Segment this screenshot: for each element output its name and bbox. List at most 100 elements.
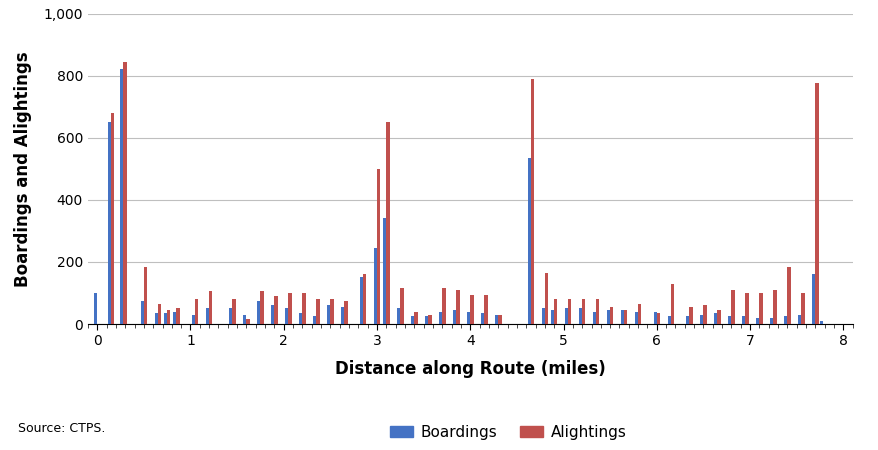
Bar <box>191 315 195 324</box>
Bar <box>484 294 487 324</box>
Bar <box>94 293 97 324</box>
Bar <box>811 274 815 324</box>
Bar <box>397 309 399 324</box>
Bar <box>797 315 801 324</box>
Bar <box>637 304 641 324</box>
Bar <box>688 307 692 324</box>
Bar <box>623 310 627 324</box>
Bar <box>386 122 389 324</box>
Bar <box>383 218 386 324</box>
Bar <box>787 266 789 324</box>
Bar <box>769 318 773 324</box>
Bar <box>730 290 734 324</box>
Bar <box>176 309 180 324</box>
Bar <box>209 292 212 324</box>
Bar <box>123 62 126 324</box>
Bar <box>759 293 762 324</box>
Bar <box>544 273 548 324</box>
Bar <box>620 310 623 324</box>
Bar <box>316 299 320 324</box>
Bar <box>456 290 459 324</box>
Bar <box>373 248 377 324</box>
Bar <box>229 309 232 324</box>
Bar <box>173 311 176 324</box>
Bar <box>565 309 567 324</box>
Bar <box>595 299 599 324</box>
Bar <box>341 307 344 324</box>
Bar <box>257 301 260 324</box>
Bar <box>713 313 716 324</box>
Bar <box>344 301 347 324</box>
Bar <box>815 83 817 324</box>
Bar <box>634 311 637 324</box>
Bar <box>686 316 688 324</box>
Bar <box>609 307 613 324</box>
Bar <box>205 309 209 324</box>
Bar <box>108 122 112 324</box>
X-axis label: Distance along Route (miles): Distance along Route (miles) <box>335 360 605 378</box>
Bar <box>377 169 380 324</box>
Bar <box>593 311 595 324</box>
Legend: Boardings, Alightings: Boardings, Alightings <box>384 418 632 446</box>
Bar <box>438 311 442 324</box>
Bar <box>425 316 428 324</box>
Bar <box>498 315 501 324</box>
Text: Source: CTPS.: Source: CTPS. <box>18 422 104 435</box>
Bar <box>530 79 534 324</box>
Bar <box>656 313 659 324</box>
Bar <box>579 309 581 324</box>
Bar <box>442 288 445 324</box>
Bar <box>567 299 571 324</box>
Bar <box>818 321 822 324</box>
Bar <box>741 316 745 324</box>
Bar <box>700 315 702 324</box>
Bar <box>480 313 484 324</box>
Bar <box>313 316 316 324</box>
Bar <box>755 318 759 324</box>
Bar <box>167 310 170 324</box>
Bar <box>243 315 246 324</box>
Bar <box>581 299 585 324</box>
Bar <box>801 293 803 324</box>
Bar <box>284 309 288 324</box>
Bar <box>163 313 167 324</box>
Bar <box>527 158 530 324</box>
Bar <box>288 293 291 324</box>
Bar <box>716 310 720 324</box>
Bar <box>783 316 787 324</box>
Bar <box>120 69 123 324</box>
Bar <box>553 299 557 324</box>
Bar <box>158 304 161 324</box>
Bar <box>140 301 144 324</box>
Bar <box>466 311 470 324</box>
Bar <box>232 299 235 324</box>
Bar <box>144 266 147 324</box>
Bar <box>330 299 334 324</box>
Y-axis label: Boardings and Alightings: Boardings and Alightings <box>14 51 32 287</box>
Bar <box>745 293 748 324</box>
Bar <box>299 313 302 324</box>
Bar <box>270 306 274 324</box>
Bar <box>470 294 473 324</box>
Bar <box>155 313 158 324</box>
Bar <box>494 315 498 324</box>
Bar <box>274 296 277 324</box>
Bar <box>670 284 673 324</box>
Bar <box>411 316 414 324</box>
Bar <box>773 290 776 324</box>
Bar <box>302 293 306 324</box>
Bar <box>414 311 417 324</box>
Bar <box>327 306 330 324</box>
Bar <box>112 113 114 324</box>
Bar <box>428 315 431 324</box>
Bar <box>399 288 403 324</box>
Bar <box>666 316 670 324</box>
Bar <box>652 311 656 324</box>
Bar <box>702 306 706 324</box>
Bar <box>260 292 263 324</box>
Bar <box>541 309 544 324</box>
Bar <box>452 310 456 324</box>
Bar <box>246 320 249 324</box>
Bar <box>606 310 609 324</box>
Bar <box>363 274 366 324</box>
